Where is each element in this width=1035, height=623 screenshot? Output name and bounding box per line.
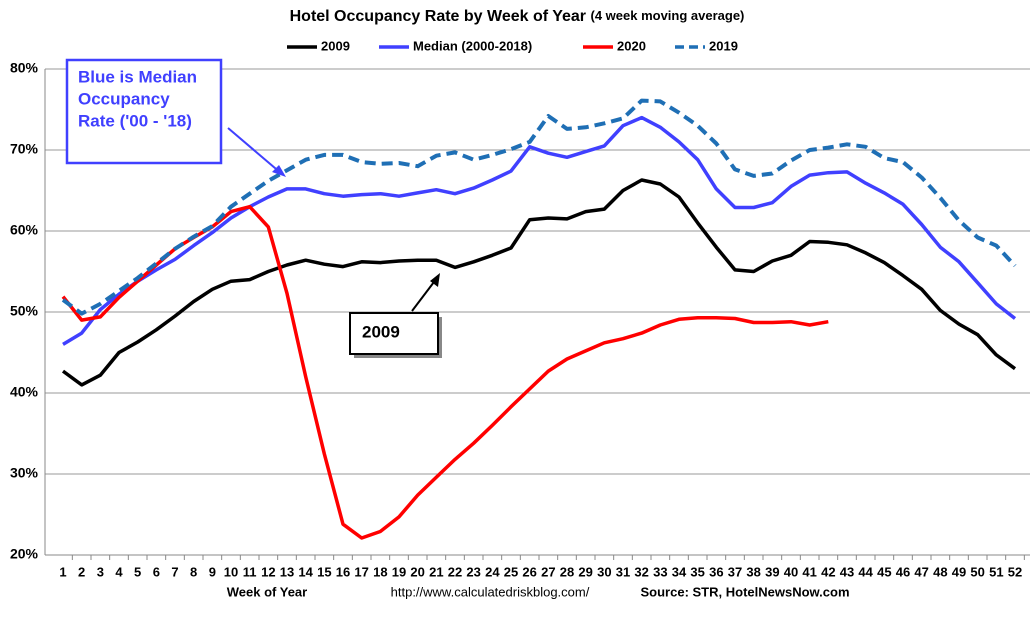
series-line (61, 178, 1017, 387)
x-tick-label: 14 (298, 564, 313, 579)
x-tick-label: 37 (728, 564, 742, 579)
chart-title: Hotel Occupancy Rate by Week of Year (4 … (290, 8, 745, 25)
x-tick-label: 21 (429, 564, 443, 579)
x-tick-label: 43 (840, 564, 854, 579)
x-tick-label: 3 (97, 564, 104, 579)
annotation-text: Occupancy (78, 89, 170, 108)
y-tick-label: 80% (10, 60, 39, 76)
x-tick-label: 16 (336, 564, 350, 579)
x-tick-label: 40 (784, 564, 798, 579)
x-tick-label: 10 (224, 564, 238, 579)
y-tick-label: 20% (10, 546, 39, 562)
x-tick-label: 13 (280, 564, 294, 579)
x-tick-label: 25 (504, 564, 518, 579)
legend-label: 2020 (617, 38, 646, 53)
x-tick-label: 23 (466, 564, 480, 579)
x-tick-label: 9 (209, 564, 216, 579)
x-tick-label: 30 (597, 564, 611, 579)
x-tick-label: 45 (877, 564, 891, 579)
x-tick-label: 35 (690, 564, 704, 579)
x-tick-label: 26 (522, 564, 536, 579)
x-tick-label: 18 (373, 564, 387, 579)
x-tick-label: 47 (914, 564, 928, 579)
x-tick-label: 34 (672, 564, 687, 579)
x-tick-label: 12 (261, 564, 275, 579)
annotation-arrow (227, 127, 283, 175)
arrow-head (272, 165, 286, 177)
legend-label: Median (2000-2018) (413, 38, 532, 53)
x-tick-label: 32 (634, 564, 648, 579)
x-tick-label: 15 (317, 564, 331, 579)
x-tick-label: 29 (578, 564, 592, 579)
x-tick-label: 36 (709, 564, 723, 579)
x-tick-label: 52 (1008, 564, 1022, 579)
series-line (62, 115, 1017, 346)
x-tick-label: 41 (802, 564, 816, 579)
annotation-box (65, 58, 223, 165)
x-tick-label: 44 (858, 564, 873, 579)
annotation-text: 2009 (362, 322, 400, 341)
x-tick-label: 49 (952, 564, 966, 579)
x-tick-label: 51 (989, 564, 1003, 579)
x-tick-label: 22 (448, 564, 462, 579)
y-tick-label: 50% (10, 303, 39, 319)
title: Hotel Occupancy Rate by Week of Year (290, 8, 586, 25)
x-tick-label: 27 (541, 564, 555, 579)
annotation-text: Rate ('00 - '18) (78, 111, 192, 130)
y-tick-label: 30% (10, 465, 39, 481)
source: Source: STR, HotelNewsNow.com (641, 584, 850, 599)
x-tick-label: 39 (765, 564, 779, 579)
series-line (61, 98, 1017, 316)
x-tick-label: 5 (134, 564, 141, 579)
x-tick-label: 33 (653, 564, 667, 579)
annotation-box (349, 312, 439, 355)
legend-label: 2009 (321, 38, 350, 53)
x-tick-label: 19 (392, 564, 406, 579)
x-tick-label: 8 (190, 564, 197, 579)
x-tick-label: 20 (410, 564, 424, 579)
x-tick-label: 4 (115, 564, 123, 579)
x-tick-label: 50 (970, 564, 984, 579)
legend-label: 2019 (709, 38, 738, 53)
x-tick-label: 6 (153, 564, 160, 579)
annotation-text: Blue is Median (78, 67, 197, 86)
x-tick-label: 38 (746, 564, 760, 579)
x-tick-label: 1 (59, 564, 66, 579)
annotation-arrow (411, 277, 438, 312)
x-tick-label: 42 (821, 564, 835, 579)
y-tick-label: 40% (10, 384, 39, 400)
x-tick-label: 2 (78, 564, 85, 579)
x-tick-label: 28 (560, 564, 574, 579)
arrow-head (430, 273, 440, 287)
x-tick-label: 48 (933, 564, 947, 579)
y-tick-label: 70% (10, 141, 39, 157)
x-tick-label: 31 (616, 564, 630, 579)
x-tick-label: 24 (485, 564, 500, 579)
y-tick-label: 60% (10, 222, 39, 238)
x-tick-label: 17 (354, 564, 368, 579)
annotations (65, 58, 442, 358)
x-tick-label: 11 (243, 564, 257, 579)
subtitle: (4 week moving average) (590, 8, 744, 23)
x-axis-label: Week of Year (227, 584, 307, 599)
x-tick-label: 46 (896, 564, 910, 579)
url: http://www.calculatedriskblog.com/ (391, 584, 590, 599)
x-tick-label: 7 (171, 564, 178, 579)
